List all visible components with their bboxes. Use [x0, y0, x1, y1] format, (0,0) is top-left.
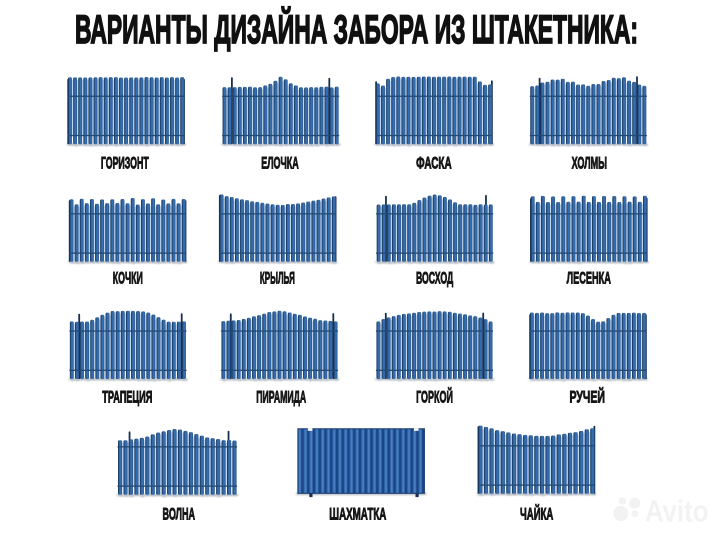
svg-text:ХОЛМЫ: ХОЛМЫ: [572, 155, 607, 173]
svg-text:ПИРАМИДА: ПИРАМИДА: [256, 389, 306, 407]
svg-text:ЕЛОЧКА: ЕЛОЧКА: [261, 155, 299, 173]
svg-text:ВАРИАНТЫ ДИЗАЙНА ЗАБОРА ИЗ ШТА: ВАРИАНТЫ ДИЗАЙНА ЗАБОРА ИЗ ШТАКЕТНИКА:: [75, 6, 638, 52]
svg-text:ГОРИЗОНТ: ГОРИЗОНТ: [101, 155, 149, 173]
svg-text:Avito: Avito: [645, 495, 709, 529]
svg-text:ЛЕСЕНКА: ЛЕСЕНКА: [567, 269, 611, 287]
svg-text:ВОЛНА: ВОЛНА: [163, 506, 196, 524]
svg-text:КРЫЛЬЯ: КРЫЛЬЯ: [260, 269, 295, 287]
svg-text:ГОРКОЙ: ГОРКОЙ: [416, 388, 453, 407]
svg-text:ВОСХОД: ВОСХОД: [416, 269, 453, 287]
svg-text:ШАХМАТКА: ШАХМАТКА: [329, 506, 386, 524]
svg-text:ТРАПЕЦИЯ: ТРАПЕЦИЯ: [102, 389, 152, 407]
svg-text:РУЧЕЙ: РУЧЕЙ: [570, 388, 605, 407]
svg-text:КОЧКИ: КОЧКИ: [113, 269, 143, 287]
svg-text:ФАСКА: ФАСКА: [416, 155, 452, 173]
svg-text:ЧАЙКА: ЧАЙКА: [520, 505, 553, 524]
